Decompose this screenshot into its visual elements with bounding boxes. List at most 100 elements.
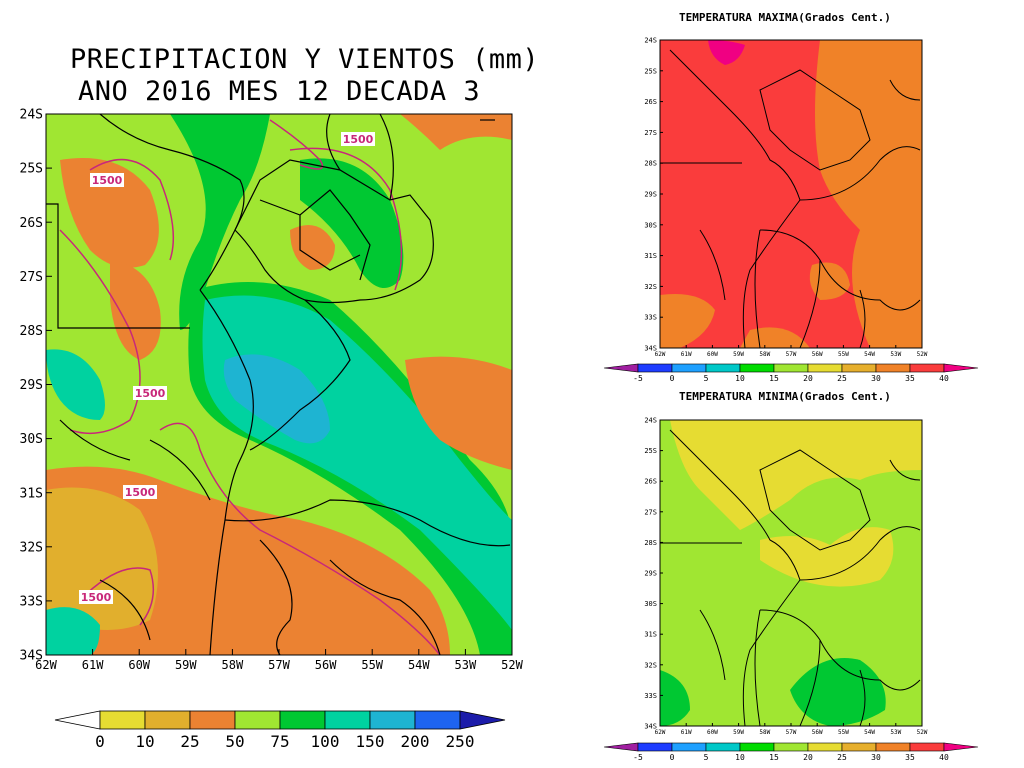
field-100-150-w (46, 349, 105, 420)
tmax-30-35-east (815, 40, 922, 348)
tmax-40-spot (708, 40, 745, 65)
lon-label: 53W (890, 729, 901, 736)
tmin-borders (660, 429, 921, 726)
contour-label-bg (123, 485, 157, 499)
colorbar-label: 75 (270, 732, 289, 751)
lon-label: 54W (864, 351, 875, 358)
lon-label: 54W (864, 729, 875, 736)
field-75-100-ne (300, 158, 404, 288)
colorbar-label: 150 (356, 732, 385, 751)
lat-label: 28S (644, 160, 657, 168)
lat-label: 32S (20, 540, 43, 555)
tmin-15-20-sw (660, 670, 690, 726)
lat-label: 24S (644, 416, 657, 424)
tcolorbar-label: 30 (871, 374, 881, 383)
precipitation-field (46, 114, 512, 655)
tcolorbar-label: 10 (735, 753, 745, 762)
lat-label: 30S (644, 221, 657, 229)
tcolorbar-swatch (807, 742, 843, 752)
tmax-lon-labels: 62W 61W 60W 59W 58W 57W 56W 55W 54W 53W 52W (655, 345, 928, 358)
contour-label-bg (79, 590, 113, 604)
tcolorbar-swatch (637, 742, 673, 752)
lat-label: 32S (644, 661, 657, 669)
tmax-lat-labels: 24S 25S 26S 27S 28S 29S 30S 31S 32S 33S 34S (644, 36, 663, 352)
tcolorbar-swatch (807, 363, 843, 373)
field-10-25-sw (46, 487, 158, 630)
contour-label-bg (133, 386, 167, 400)
tmax-field (660, 40, 922, 348)
lat-label: 24S (644, 36, 657, 44)
lat-label: 34S (644, 722, 657, 730)
lat-label: 27S (644, 508, 657, 516)
tcolorbar-label: 15 (769, 374, 779, 383)
colorbar-label: 25 (180, 732, 199, 751)
lon-label: 58W (759, 351, 770, 358)
field-25-50-ne (400, 114, 512, 150)
contour-label: 1500 (81, 591, 112, 604)
tmax-colorbar: -5 0 5 10 15 20 25 30 35 40 (603, 363, 979, 383)
tmax-map: 24S 25S 26S 27S 28S 29S 30S 31S 32S 33S 34S 62W 61W… (603, 36, 979, 383)
tcolorbar-label: -5 (633, 753, 643, 762)
colorbar-label: 10 (135, 732, 154, 751)
tcolorbar-swatch (773, 363, 809, 373)
tcolorbar-swatch (671, 363, 707, 373)
precipitation-lon-labels: 62W 61W 60W 59W 58W 57W 56W 55W 54W 53W 52W (35, 649, 524, 672)
lat-label: 31S (644, 252, 657, 260)
tcolorbar-label: 20 (803, 753, 813, 762)
lat-label: 30S (644, 600, 657, 608)
tcolorbar-label: 30 (871, 753, 881, 762)
tcolorbar-swatch (841, 742, 877, 752)
tmin-title: TEMPERATURA MINIMA(Grados Cent.) (679, 390, 891, 403)
lon-label: 52W (917, 351, 928, 358)
field-100-150-sw (46, 607, 100, 655)
lat-label: 28S (644, 539, 657, 547)
lon-label: 58W (222, 658, 244, 672)
lat-label: 29S (644, 569, 657, 577)
lat-label: 31S (644, 631, 657, 639)
precipitation-map: 24S 25S 26S 27S 28S 29S 30S 31S 32S 33S 34S 62W 61W… (20, 108, 524, 751)
lat-label: 30S (20, 432, 43, 447)
tcolorbar-label: 5 (704, 753, 709, 762)
colorbar-swatch (414, 710, 461, 730)
tcolorbar-swatch (841, 363, 877, 373)
contour-label: 1500 (135, 387, 166, 400)
lon-label: 62W (35, 658, 57, 672)
lat-label: 25S (20, 162, 43, 177)
lat-label: 28S (20, 324, 43, 339)
contour-label-bg (341, 132, 375, 146)
contour-label: 1500 (92, 174, 123, 187)
main-title-line2: ANO 2016 MES 12 DECADA 3 (78, 76, 481, 107)
contour-labels: 1500 1500 1500 1500 1500 (79, 132, 375, 604)
main-title-line1: PRECIPITACION Y VIENTOS (mm) (70, 44, 540, 75)
lon-label: 55W (361, 658, 383, 672)
tcolorbar-label: 40 (939, 374, 949, 383)
colorbar-swatch (234, 710, 281, 730)
lon-label: 62W (655, 729, 666, 736)
lat-label: 33S (20, 594, 43, 609)
precipitation-colorbar: 0 10 25 50 75 100 150 200 250 (54, 710, 506, 751)
tcolorbar-swatch (637, 363, 673, 373)
tcolorbar-swatch (875, 742, 911, 752)
lon-label: 60W (707, 729, 718, 736)
lat-label: 26S (20, 216, 43, 231)
lat-label: 29S (644, 190, 657, 198)
field-25-50-e (405, 356, 512, 470)
tcolorbar-swatch (875, 363, 911, 373)
tcolorbar-label: 0 (670, 753, 675, 762)
tcolorbar-label: 25 (837, 753, 847, 762)
contours-1500 (59, 119, 441, 655)
lon-label: 57W (268, 658, 290, 672)
tmin-20-25-center (760, 527, 894, 587)
field-150-200-core (223, 354, 330, 444)
colorbar-label: 100 (311, 732, 340, 751)
tcolorbar-swatch (739, 363, 775, 373)
lat-label: 26S (644, 98, 657, 106)
field-75-100-n (170, 114, 270, 330)
tcolorbar-label: 25 (837, 374, 847, 383)
lon-label: 60W (128, 658, 150, 672)
lat-label: 24S (20, 108, 43, 123)
lon-label: 56W (315, 658, 337, 672)
lon-label: 61W (681, 351, 692, 358)
tmin-map: 24S 25S 26S 27S 28S 29S 30S 31S 32S 33S 34S 62W 61W… (603, 416, 979, 762)
